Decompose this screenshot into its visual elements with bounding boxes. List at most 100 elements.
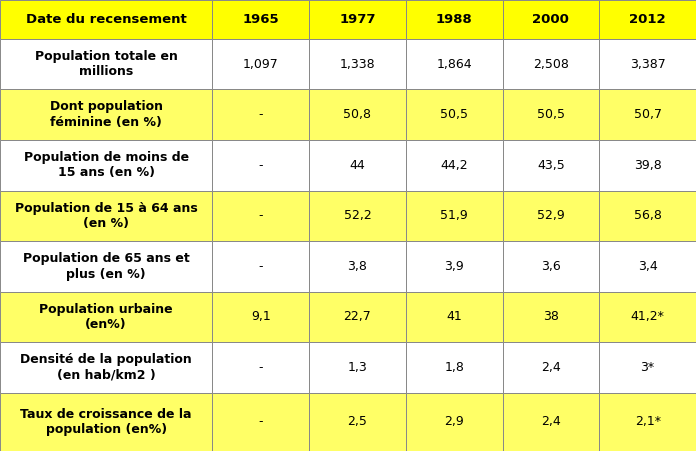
Text: 52,2: 52,2	[344, 209, 371, 222]
Text: Population de moins de
15 ans (en %): Population de moins de 15 ans (en %)	[24, 151, 189, 179]
Bar	[599, 292, 696, 342]
Bar	[309, 241, 406, 292]
Text: 2,5: 2,5	[347, 415, 367, 428]
Text: 1,864: 1,864	[436, 58, 472, 71]
Bar	[212, 89, 309, 140]
Bar	[406, 190, 503, 241]
Text: 2,1*: 2,1*	[635, 415, 661, 428]
Bar	[309, 89, 406, 140]
Text: 52,9: 52,9	[537, 209, 564, 222]
Bar	[0, 190, 212, 241]
Text: 3*: 3*	[640, 361, 655, 374]
Bar	[406, 241, 503, 292]
Text: 50,7: 50,7	[633, 108, 662, 121]
Text: -: -	[258, 415, 263, 428]
Text: 43,5: 43,5	[537, 159, 564, 172]
Bar	[0, 342, 212, 393]
Text: 3,8: 3,8	[347, 260, 367, 273]
Bar	[406, 140, 503, 190]
Text: 2,9: 2,9	[444, 415, 464, 428]
Bar	[599, 241, 696, 292]
Bar	[309, 140, 406, 190]
Text: Dont population
féminine (en %): Dont population féminine (en %)	[49, 101, 163, 129]
Bar	[309, 190, 406, 241]
Text: 2,4: 2,4	[541, 415, 561, 428]
Text: Population totale en
millions: Population totale en millions	[35, 50, 177, 78]
Text: Taux de croissance de la
population (en%): Taux de croissance de la population (en%…	[20, 408, 192, 436]
Text: 3,6: 3,6	[541, 260, 561, 273]
Bar	[309, 0, 406, 39]
Text: Date du recensement: Date du recensement	[26, 13, 187, 26]
Text: 39,8: 39,8	[634, 159, 661, 172]
Text: 2000: 2000	[532, 13, 569, 26]
Bar	[599, 0, 696, 39]
Bar	[599, 342, 696, 393]
Text: 22,7: 22,7	[344, 310, 371, 323]
Text: 44,2: 44,2	[441, 159, 468, 172]
Bar	[0, 89, 212, 140]
Bar	[212, 342, 309, 393]
Bar	[599, 39, 696, 89]
Bar	[503, 0, 599, 39]
Bar	[0, 0, 212, 39]
Bar	[0, 140, 212, 190]
Bar	[309, 393, 406, 451]
Bar	[503, 393, 599, 451]
Bar	[503, 241, 599, 292]
Bar	[406, 292, 503, 342]
Bar	[406, 342, 503, 393]
Text: 2012: 2012	[629, 13, 666, 26]
Bar	[599, 190, 696, 241]
Bar	[212, 140, 309, 190]
Text: 1965: 1965	[242, 13, 279, 26]
Bar	[503, 89, 599, 140]
Text: -: -	[258, 361, 263, 374]
Bar	[503, 342, 599, 393]
Text: 3,9: 3,9	[444, 260, 464, 273]
Text: -: -	[258, 209, 263, 222]
Bar	[406, 89, 503, 140]
Text: 3,387: 3,387	[630, 58, 665, 71]
Text: 1977: 1977	[339, 13, 376, 26]
Bar	[599, 140, 696, 190]
Text: 51,9: 51,9	[441, 209, 468, 222]
Text: 2,508: 2,508	[533, 58, 569, 71]
Text: 1,338: 1,338	[340, 58, 375, 71]
Text: 56,8: 56,8	[633, 209, 662, 222]
Text: 44: 44	[349, 159, 365, 172]
Text: 2,4: 2,4	[541, 361, 561, 374]
Text: 50,8: 50,8	[343, 108, 372, 121]
Bar	[0, 241, 212, 292]
Bar	[503, 39, 599, 89]
Bar	[503, 292, 599, 342]
Text: 41,2*: 41,2*	[631, 310, 665, 323]
Bar	[309, 292, 406, 342]
Bar	[0, 292, 212, 342]
Bar	[212, 39, 309, 89]
Text: Population de 15 à 64 ans
(en %): Population de 15 à 64 ans (en %)	[15, 202, 198, 230]
Text: Population urbaine
(en%): Population urbaine (en%)	[40, 303, 173, 331]
Text: 3,4: 3,4	[638, 260, 658, 273]
Bar	[406, 0, 503, 39]
Bar	[309, 39, 406, 89]
Bar	[406, 39, 503, 89]
Bar	[599, 89, 696, 140]
Bar	[212, 190, 309, 241]
Text: -: -	[258, 260, 263, 273]
Bar	[503, 140, 599, 190]
Text: 38: 38	[543, 310, 559, 323]
Text: 9,1: 9,1	[251, 310, 271, 323]
Bar	[212, 393, 309, 451]
Bar	[406, 393, 503, 451]
Bar	[212, 0, 309, 39]
Text: -: -	[258, 159, 263, 172]
Text: 41: 41	[446, 310, 462, 323]
Text: 1,097: 1,097	[243, 58, 278, 71]
Bar	[503, 190, 599, 241]
Bar	[212, 241, 309, 292]
Text: 1,8: 1,8	[444, 361, 464, 374]
Text: -: -	[258, 108, 263, 121]
Bar	[309, 342, 406, 393]
Text: 50,5: 50,5	[537, 108, 565, 121]
Bar	[212, 292, 309, 342]
